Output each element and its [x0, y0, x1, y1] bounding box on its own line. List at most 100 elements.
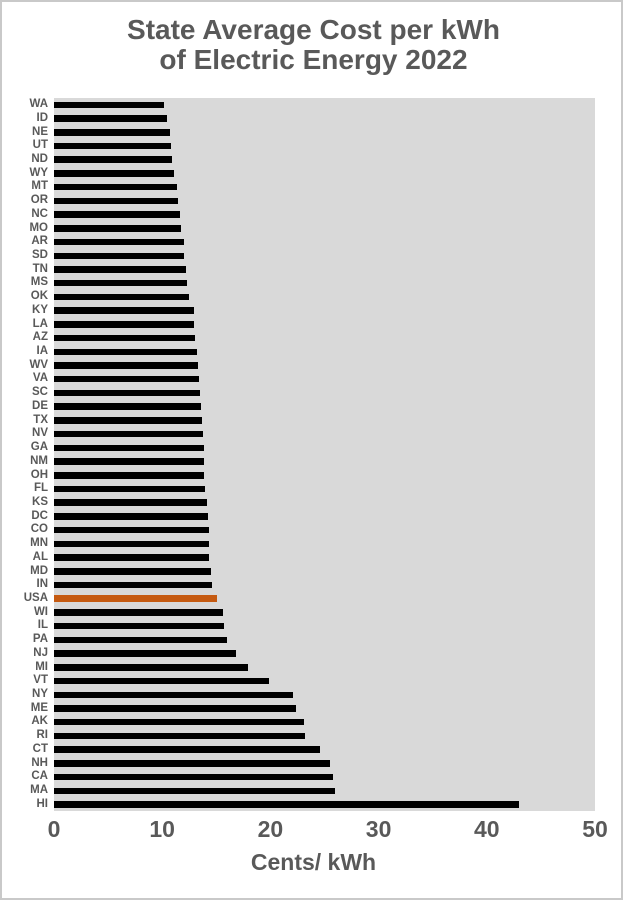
state-bar	[54, 225, 181, 232]
bar-track	[54, 606, 595, 620]
bar-row: MI	[2, 660, 595, 674]
bar-row: VA	[2, 372, 595, 386]
bar-row: ND	[2, 153, 595, 167]
state-label: USA	[23, 591, 48, 604]
state-bar	[54, 664, 248, 671]
bar-track	[54, 592, 595, 606]
state-bar	[54, 115, 167, 122]
chart-title-line-1: State Average Cost per kWh	[127, 14, 500, 45]
state-bar	[54, 718, 304, 726]
bar-row: MD	[2, 564, 595, 578]
bar-track	[54, 784, 595, 798]
state-bar	[54, 677, 270, 685]
bar-row: WY	[2, 167, 595, 181]
bar-track	[54, 674, 595, 688]
state-label: DE	[32, 399, 48, 412]
state-label: ME	[30, 701, 48, 714]
state-bar	[54, 266, 186, 273]
state-label: NM	[30, 454, 48, 467]
bar-row: ME	[2, 702, 595, 716]
state-label: AL	[32, 550, 48, 563]
bar-track	[54, 208, 595, 222]
state-label: OR	[30, 194, 48, 207]
bar-track	[54, 482, 595, 496]
x-tick-label: 20	[257, 816, 284, 842]
state-label: AR	[31, 235, 48, 248]
bar-row: IN	[2, 578, 595, 592]
x-tick-label: 50	[582, 816, 608, 842]
state-bar	[54, 279, 188, 287]
bar-track	[54, 359, 595, 373]
state-bar	[54, 183, 178, 191]
bar-row: NY	[2, 688, 595, 702]
state-bar	[54, 554, 209, 561]
state-bar	[54, 197, 179, 205]
state-label: OH	[30, 468, 48, 481]
x-tick-label: 40	[474, 816, 500, 842]
bar-row: AR	[2, 235, 595, 249]
chart-title-line-2: of Electric Energy 2022	[159, 43, 468, 75]
bar-row: KS	[2, 496, 595, 510]
state-label: ID	[36, 111, 49, 124]
state-label: MO	[29, 221, 48, 234]
bar-track	[54, 468, 595, 482]
state-bar	[54, 732, 306, 740]
state-label: MS	[30, 276, 48, 289]
state-label: IN	[36, 578, 49, 591]
x-tick-label: 0	[47, 816, 61, 842]
state-bar	[54, 348, 197, 356]
bar-track	[54, 578, 595, 592]
state-bar	[54, 609, 223, 616]
state-bar	[54, 801, 520, 808]
bar-track	[54, 249, 595, 263]
bar-row: CA	[2, 770, 595, 784]
state-bar	[54, 142, 171, 150]
bar-track	[54, 276, 595, 290]
state-label: PA	[32, 633, 48, 646]
bar-row: TN	[2, 263, 595, 277]
bar-track	[54, 331, 595, 345]
bar-track	[54, 194, 595, 208]
bar-row: OR	[2, 194, 595, 208]
bar-row: VT	[2, 674, 595, 688]
bar-track	[54, 345, 595, 359]
state-label: NH	[31, 756, 48, 769]
state-bar	[54, 499, 207, 506]
x-tick-label: 30	[365, 816, 392, 842]
bar-row: AZ	[2, 331, 595, 345]
state-bar	[54, 156, 172, 163]
state-label: HI	[36, 797, 49, 810]
state-label: IA	[36, 345, 49, 358]
state-bar	[54, 101, 165, 109]
state-label: AZ	[32, 331, 48, 344]
state-bar	[54, 444, 205, 452]
state-bar	[54, 581, 212, 589]
x-axis-ticks: 0 10 20 30 40 50	[48, 816, 608, 848]
bar-row: KY	[2, 304, 595, 318]
state-bar	[54, 513, 208, 520]
state-label: NJ	[33, 646, 48, 659]
state-label: MI	[35, 660, 48, 673]
state-label: KS	[32, 495, 48, 508]
state-bar	[54, 458, 205, 465]
state-label: CT	[32, 742, 48, 755]
state-label: MD	[30, 564, 48, 577]
usa-highlight-bar	[54, 595, 218, 602]
state-label: MA	[30, 784, 48, 797]
bar-row: SD	[2, 249, 595, 263]
state-bar	[54, 787, 336, 795]
bar-row: OH	[2, 468, 595, 482]
bar-row: GA	[2, 441, 595, 455]
bar-track	[54, 551, 595, 565]
state-label: WA	[29, 98, 48, 111]
bar-row: NV	[2, 427, 595, 441]
bar-row: MN	[2, 537, 595, 551]
state-label: UT	[32, 139, 48, 152]
bar-row: IL	[2, 619, 595, 633]
bar-track	[54, 633, 595, 647]
state-label: ND	[31, 152, 48, 165]
state-bar	[54, 760, 330, 767]
state-bar	[54, 321, 194, 328]
bar-track	[54, 112, 595, 126]
chart-title: State Average Cost per kWh of Electric E…	[2, 14, 621, 75]
